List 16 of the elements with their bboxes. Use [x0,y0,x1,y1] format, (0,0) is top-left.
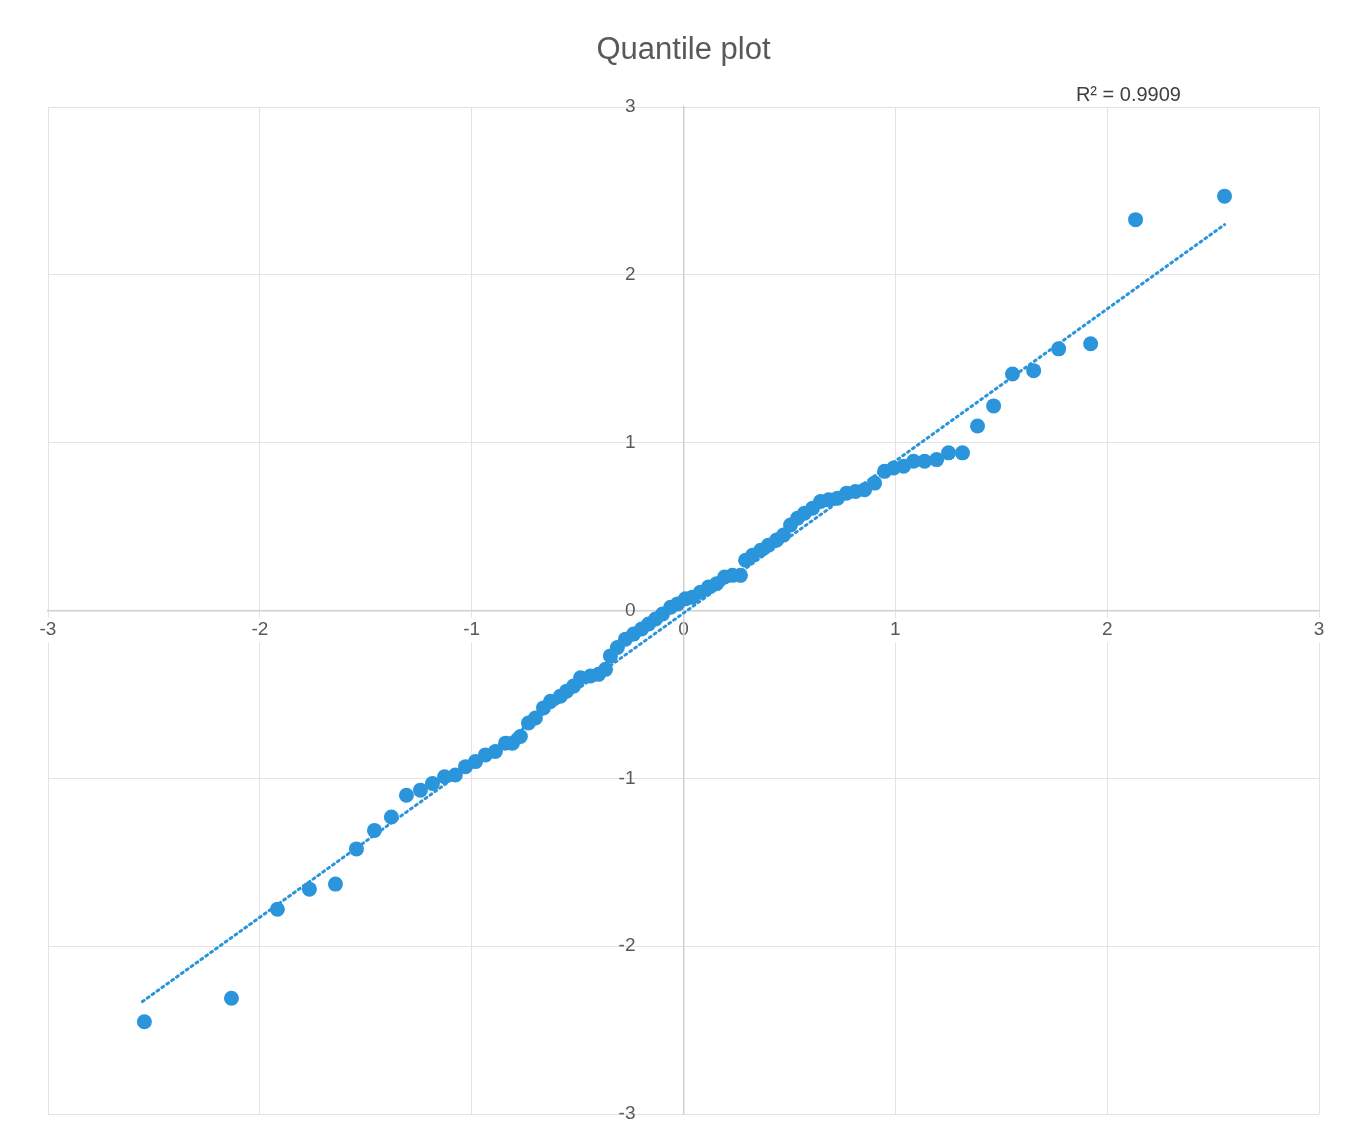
y-tick-label: 3 [624,95,636,117]
x-tick-label: 0 [678,618,689,640]
y-tick-label: 0 [624,598,636,620]
x-tick-label: -1 [463,618,481,640]
chart-title: Quantile plot [596,31,771,67]
y-tick-label: -2 [618,934,636,956]
x-tick-label: 1 [890,618,901,640]
y-tick-label: 1 [624,431,636,453]
y-tick-label: -3 [618,1102,636,1124]
x-tick-label: -2 [251,618,269,640]
x-tick-label: -3 [39,618,57,640]
x-tick-label: 3 [1313,618,1325,640]
y-tick-label: 2 [624,263,636,285]
x-tick-label: 2 [1101,618,1113,640]
text: R² = 0.9909 [1075,82,1181,105]
y-tick-label: -1 [618,766,636,788]
